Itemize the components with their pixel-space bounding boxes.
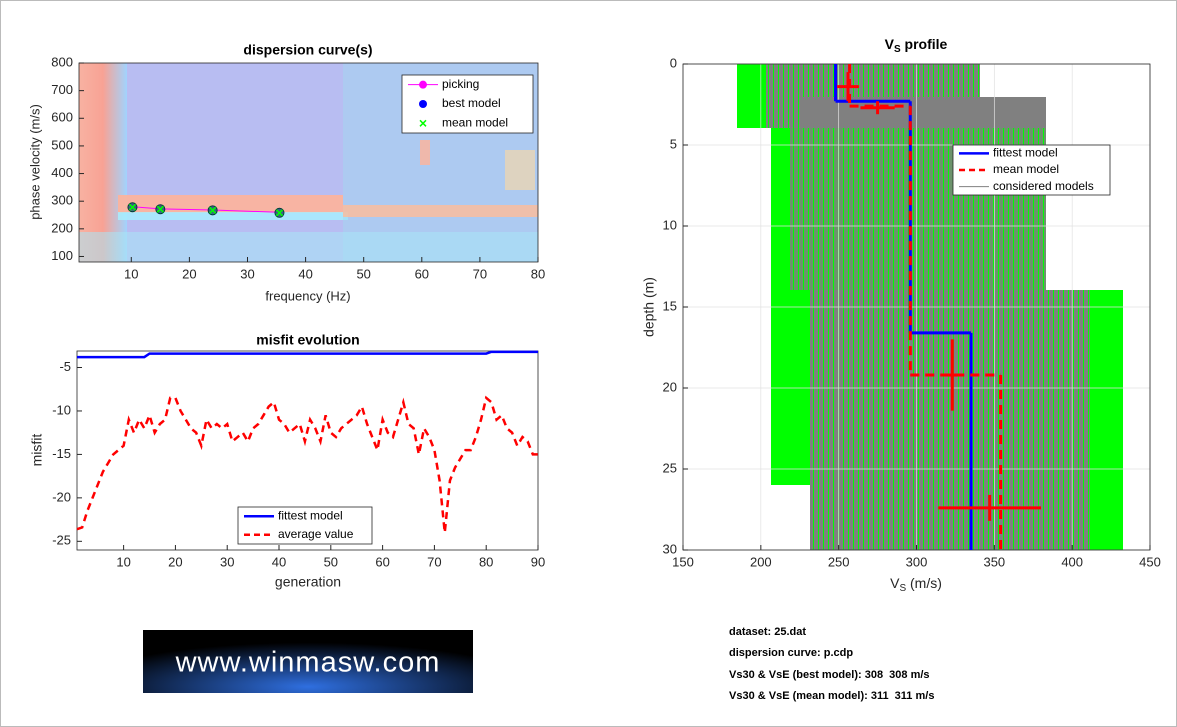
y-tick-label: 25	[663, 460, 677, 475]
x-tick-label: 30	[240, 266, 254, 281]
y-tick-label: -20	[52, 489, 71, 504]
y-tick-label: 20	[663, 379, 677, 394]
plot-frame	[682, 63, 1151, 551]
x-tick-label: 400	[1061, 554, 1083, 569]
chart-title: misfit evolution	[256, 332, 359, 348]
y-tick-label: 15	[663, 298, 677, 313]
y-tick-label: 30	[663, 541, 677, 556]
x-tick-label: 350	[983, 554, 1005, 569]
x-tick-label: 250	[828, 554, 850, 569]
x-tick-label: 10	[124, 266, 138, 281]
y-tick-label: 100	[51, 248, 73, 263]
series-line	[76, 395, 538, 533]
x-axis-label: generation	[275, 574, 341, 590]
y-tick-label: 300	[51, 193, 73, 208]
x-tick-label: 60	[415, 266, 429, 281]
y-tick-label: 600	[51, 110, 73, 125]
chart-title: VS profile	[885, 36, 948, 55]
info-line: dispersion curve: p.cdp	[729, 647, 853, 659]
considered-models	[737, 64, 1123, 550]
legend-marker	[419, 100, 427, 108]
title-part: profile	[901, 36, 948, 52]
series-line	[77, 350, 538, 359]
y-tick-label: 5	[670, 136, 677, 151]
y-tick-label: -15	[52, 446, 71, 461]
y-tick-label: 800	[51, 54, 73, 69]
plot-frame	[78, 62, 539, 263]
x-tick-label: 30	[220, 554, 234, 569]
x-tick-label: 20	[182, 266, 196, 281]
logo: www.winmasw.com	[143, 630, 473, 693]
title-sub: S	[894, 44, 901, 55]
point	[209, 206, 217, 214]
chart-title: dispersion curve(s)	[243, 42, 372, 58]
y-tick-label: -25	[52, 533, 71, 548]
x-tick-label: 70	[473, 266, 487, 281]
info-line: dataset: 25.dat	[729, 626, 806, 638]
x-tick-label: 50	[356, 266, 370, 281]
point	[275, 209, 283, 217]
legend-label: best model	[442, 96, 501, 110]
x-tick-label: 150	[672, 554, 694, 569]
info-line: Vs30 & VsE (mean model): 311 311 m/s	[729, 690, 934, 702]
y-tick-label: 0	[670, 55, 677, 70]
title-part: V	[885, 36, 895, 52]
legend-marker	[419, 119, 427, 127]
y-axis-label: phase velocity (m/s)	[27, 104, 42, 220]
info-line: Vs30 & VsE (best model): 308 308 m/s	[729, 669, 930, 681]
x-tick-label: 70	[427, 554, 441, 569]
y-tick-label: 400	[51, 165, 73, 180]
logo-text: www.winmasw.com	[175, 647, 441, 679]
point	[128, 203, 136, 211]
x-tick-label: 80	[531, 266, 545, 281]
x-tick-label: 80	[479, 554, 493, 569]
legend-label: fittest model	[993, 146, 1058, 160]
y-axis-label: misfit	[29, 434, 45, 467]
x-tick-label: 40	[298, 266, 312, 281]
x-tick-label: 20	[168, 554, 182, 569]
point	[156, 205, 164, 213]
legend-label: average value	[278, 527, 354, 541]
y-axis-label: depth (m)	[641, 277, 657, 337]
x-tick-label: 60	[375, 554, 389, 569]
y-tick-label: 500	[51, 137, 73, 152]
x-tick-label: 200	[750, 554, 772, 569]
y-tick-label: 700	[51, 82, 73, 97]
legend-label: picking	[442, 77, 479, 91]
legend-box	[237, 506, 373, 545]
x-tick-label: 90	[531, 554, 545, 569]
y-tick-label: -10	[52, 402, 71, 417]
x-axis-label: frequency (Hz)	[265, 288, 350, 303]
x-axis-label: VS (m/s)	[890, 575, 942, 594]
legend-marker	[419, 80, 427, 89]
legend-label: considered models	[993, 179, 1094, 193]
legend-label: mean model	[442, 116, 508, 130]
y-tick-label: 200	[51, 220, 73, 235]
y-tick-label: -5	[59, 359, 71, 374]
x-tick-label: 450	[1139, 554, 1161, 569]
label-sub: S	[899, 583, 906, 594]
x-tick-label: 10	[116, 554, 130, 569]
legend-label: mean model	[993, 162, 1059, 176]
y-tick-label: 10	[663, 217, 677, 232]
label-part: V	[890, 575, 900, 591]
x-tick-label: 40	[272, 554, 286, 569]
x-tick-label: 300	[906, 554, 928, 569]
picking-line	[132, 206, 280, 213]
plot-frame	[76, 350, 539, 551]
legend-label: fittest model	[278, 508, 343, 522]
label-part: (m/s)	[906, 575, 942, 591]
x-tick-label: 50	[324, 554, 338, 569]
